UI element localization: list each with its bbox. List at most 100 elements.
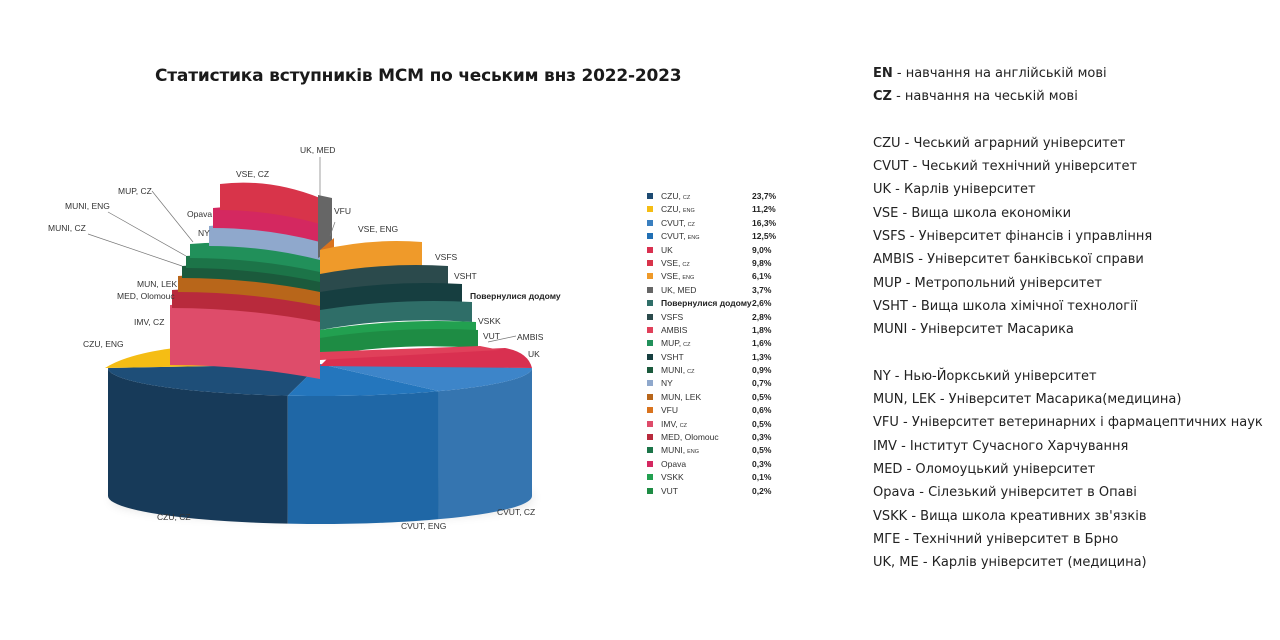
note-key: UK, ME xyxy=(873,555,919,571)
note-key: Opava xyxy=(873,485,916,501)
legend-label: MUP, CZ xyxy=(661,338,691,349)
note-text: - Чеський аграрний університет xyxy=(900,135,1126,151)
note-text: - Університет Масарика xyxy=(907,322,1074,338)
note-vskk: VSKK - Вища школа креативних зв'язків xyxy=(873,509,1263,532)
legend-value: 0,3% xyxy=(752,432,772,443)
legend-item-cvut-eng: CVUT, ENG 12,5% xyxy=(645,230,785,243)
data-label-muni-cz: MUNI, CZ xyxy=(48,223,86,233)
legend-item-vsht: VSHT 1,3% xyxy=(645,351,785,364)
legend-swatch xyxy=(647,380,653,387)
legend-item-ny: NY 0,7% xyxy=(645,377,785,390)
legend-label: UK xyxy=(661,244,673,255)
note-text: - Технічний університет в Брно xyxy=(900,531,1119,547)
legend-swatch xyxy=(647,447,653,454)
data-label-mun-lek: MUN, LEK xyxy=(137,279,177,289)
legend-label: MED, Olomouc xyxy=(661,432,719,443)
legend-label: CVUT, CZ xyxy=(661,217,695,228)
legend-swatch xyxy=(647,407,653,414)
data-label-opava: Opava xyxy=(187,209,212,219)
legend-value: 11,2% xyxy=(752,204,776,215)
leader-line xyxy=(151,190,194,243)
legend-item-vfu: VFU 0,6% xyxy=(645,404,785,417)
chart-title: Статистика вступників МСМ по чеським внз… xyxy=(155,66,682,86)
legend-value: 16,3% xyxy=(752,217,777,228)
legend-value: 1,3% xyxy=(752,351,772,362)
note-key: MUP xyxy=(873,275,902,291)
chart-legend: CZU, CZ 23,7% CZU, ENG 11,2% CVUT, CZ 16,3% CVUT,… xyxy=(645,190,785,498)
legend-item-vse-cz: VSE, CZ 9,8% xyxy=(645,257,785,270)
legend-swatch xyxy=(647,206,653,213)
legend-swatch xyxy=(647,219,653,226)
legend-label: VSFS xyxy=(661,311,684,322)
note-text: - Вища школа економіки xyxy=(898,205,1072,221)
legend-label: VSE, CZ xyxy=(661,257,690,268)
legend-value: 0,5% xyxy=(752,391,772,402)
note-key: CVUT xyxy=(873,159,909,175)
legend-label: VUT xyxy=(661,485,678,496)
data-label-vskk: VSKK xyxy=(478,316,501,326)
legend-label: Повернулися додому xyxy=(661,298,752,309)
legend-swatch xyxy=(647,286,653,293)
note-imv: IMV - Інститут Сучасного Харчування xyxy=(873,439,1263,462)
legend-swatch xyxy=(647,420,653,427)
legend-swatch xyxy=(647,393,653,400)
legend-value: 0,6% xyxy=(752,405,772,416)
slice-cvut-cz-top xyxy=(320,364,532,392)
legend-swatch xyxy=(647,300,653,307)
data-label-vse-eng: VSE, ENG xyxy=(358,224,398,234)
legend-label: CZU, ENG xyxy=(661,204,695,215)
legend-item-muni-cz: MUNI, CZ 0,9% xyxy=(645,364,785,377)
legend-value: 2,6% xyxy=(752,298,772,309)
legend-swatch xyxy=(647,340,653,347)
note-text: - Карлів університет (медицина) xyxy=(918,555,1147,571)
legend-value: 6,1% xyxy=(752,271,772,282)
data-label-ny: NY xyxy=(198,228,210,238)
note-key: CZU xyxy=(873,135,901,151)
note-text: - Університет Масарика(медицина) xyxy=(935,392,1182,408)
data-label-imv-cz: IMV, CZ xyxy=(134,317,164,327)
legend-swatch xyxy=(647,353,653,360)
note-ambis: AMBIS - Університет банківської справи xyxy=(873,252,1263,275)
spacer xyxy=(873,113,1263,136)
legend-value: 9,0% xyxy=(752,244,772,255)
slice-muni-eng xyxy=(186,254,320,282)
legend-item-czu-eng: CZU, ENG 11,2% xyxy=(645,203,785,216)
note-muni: MUNI - Університет Масарика xyxy=(873,322,1263,345)
legend-swatch xyxy=(647,460,653,467)
data-label-vse-cz: VSE, CZ xyxy=(236,169,269,179)
legend-sublabel: CZ xyxy=(682,195,691,201)
note-text: - Оломоуцький університет xyxy=(902,462,1096,478)
legend-item-uk-med: UK, MED 3,7% xyxy=(645,284,785,297)
legend-sublabel: CZ xyxy=(687,369,695,376)
note-key: VSHT xyxy=(873,298,908,314)
note-key: UK xyxy=(873,182,892,198)
note-text: - Нью-Йоркський університет xyxy=(890,368,1097,384)
note-vsfs: VSFS - Університет фінансів і управління xyxy=(873,229,1263,252)
legend-sublabel: ENG xyxy=(687,449,700,456)
note-key: MED xyxy=(873,462,903,478)
data-label-vfu: VFU xyxy=(334,206,351,216)
note-key: MUNI xyxy=(873,322,908,338)
legend-value: 0,5% xyxy=(752,445,772,456)
note-mun-lek: MUN, LEK - Університет Масарика(медицина… xyxy=(873,392,1263,415)
legend-swatch xyxy=(647,367,653,374)
note-key: VFU xyxy=(873,415,899,431)
leader-line xyxy=(329,221,336,237)
note-mup: MUP - Метропольний університет xyxy=(873,276,1263,299)
slice-ambis xyxy=(320,346,500,360)
note-opava: Opava - Сілезький університет в Опаві xyxy=(873,485,1263,508)
legend-swatch xyxy=(647,326,653,333)
legend-value: 1,8% xyxy=(752,324,772,335)
legend-sublabel: ENG xyxy=(682,208,695,215)
data-label-mup-cz: MUP, CZ xyxy=(118,186,152,196)
note-text: - Карлів університет xyxy=(891,182,1036,198)
legend-sublabel: CZ xyxy=(683,342,691,349)
legend-value: 0,5% xyxy=(752,418,772,429)
note-key: МГЕ xyxy=(873,531,901,547)
note-text: - Сілезький університет в Опаві xyxy=(915,485,1137,501)
legend-label: CVUT, ENG xyxy=(661,231,700,242)
note-key: AMBIS xyxy=(873,252,915,268)
legend-item-czu-cz: CZU, CZ 23,7% xyxy=(645,190,785,203)
note-key: VSE xyxy=(873,205,899,221)
legend-swatch xyxy=(647,313,653,320)
